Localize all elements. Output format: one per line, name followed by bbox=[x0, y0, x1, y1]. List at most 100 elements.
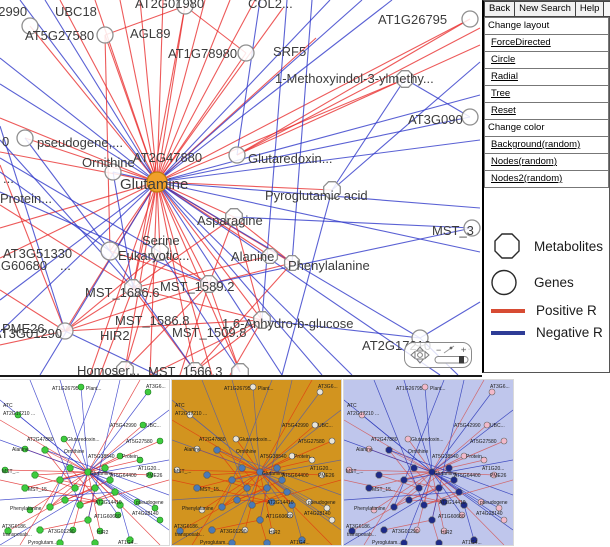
gene-node[interactable] bbox=[421, 383, 429, 391]
gene-node[interactable] bbox=[186, 411, 194, 419]
metabolite-node[interactable] bbox=[233, 496, 241, 504]
metabolite-node[interactable] bbox=[126, 536, 134, 544]
gene-node[interactable] bbox=[232, 435, 240, 443]
metabolite-node[interactable] bbox=[298, 536, 306, 544]
metabolite-node[interactable] bbox=[428, 516, 436, 524]
metabolite-node[interactable] bbox=[238, 464, 246, 472]
gene-node[interactable] bbox=[77, 383, 85, 391]
pan-right-arrow-icon[interactable] bbox=[424, 350, 430, 360]
metabolite-node[interactable] bbox=[231, 363, 249, 377]
gene-node[interactable] bbox=[249, 383, 257, 391]
color-background-random-link[interactable]: Background(random) bbox=[484, 136, 609, 154]
gene-node[interactable] bbox=[241, 526, 249, 534]
gene-node[interactable] bbox=[173, 466, 181, 474]
metabolite-node[interactable] bbox=[450, 476, 458, 484]
metabolite-node[interactable] bbox=[228, 476, 236, 484]
metabolite-node[interactable] bbox=[218, 503, 226, 511]
gene-node[interactable] bbox=[56, 322, 74, 340]
metabolite-node[interactable] bbox=[186, 362, 204, 377]
gene-node[interactable] bbox=[286, 511, 294, 519]
metabolite-node[interactable] bbox=[385, 446, 393, 454]
metabolite-node[interactable] bbox=[390, 503, 398, 511]
pan-down-arrow-icon[interactable] bbox=[415, 358, 425, 364]
metabolite-node[interactable] bbox=[400, 539, 408, 545]
gene-node[interactable] bbox=[100, 241, 120, 261]
metabolite-node[interactable] bbox=[4, 527, 12, 535]
metabolite-node[interactable] bbox=[116, 361, 134, 377]
metabolite-node[interactable] bbox=[46, 503, 54, 511]
metabolite-node[interactable] bbox=[91, 539, 99, 545]
metabolite-node[interactable] bbox=[151, 243, 169, 261]
color-nodes2-random-link[interactable]: Nodes2(random) bbox=[484, 170, 609, 188]
metabolite-node[interactable] bbox=[283, 488, 291, 496]
gene-node[interactable] bbox=[228, 146, 246, 164]
gene-node[interactable] bbox=[323, 504, 331, 512]
gene-node[interactable] bbox=[16, 129, 34, 147]
pan-center-icon[interactable] bbox=[417, 352, 423, 358]
metabolite-node[interactable] bbox=[228, 539, 236, 545]
metabolite-node[interactable] bbox=[253, 311, 271, 329]
gene-node[interactable] bbox=[490, 471, 498, 479]
gene-node[interactable] bbox=[136, 456, 144, 464]
gene-node[interactable] bbox=[461, 10, 479, 28]
metabolite-node[interactable] bbox=[268, 498, 276, 506]
gene-node[interactable] bbox=[151, 504, 159, 512]
gene-node[interactable] bbox=[1, 466, 9, 474]
metabolite-node[interactable] bbox=[435, 539, 443, 545]
thumbnail-graph[interactable]: AT1G26795 Plant... AT3G6... ATC AT2G17210 ..… bbox=[0, 380, 169, 545]
metabolite-node[interactable] bbox=[348, 527, 356, 535]
gene-node[interactable] bbox=[495, 504, 503, 512]
zoom-in-button[interactable]: + bbox=[461, 345, 466, 355]
gene-node[interactable] bbox=[21, 445, 29, 453]
network-canvas[interactable]: AT2G01980 COL2... AT5G42990 UBC18 AT5G27580 A… bbox=[0, 0, 482, 377]
metabolite-node[interactable] bbox=[263, 539, 271, 545]
metabolite-node[interactable] bbox=[66, 464, 74, 472]
metabolite-node[interactable] bbox=[124, 279, 142, 297]
new-search-button[interactable]: New Search bbox=[514, 1, 576, 17]
gene-node[interactable] bbox=[96, 527, 104, 535]
metabolite-node[interactable] bbox=[101, 464, 109, 472]
gene-node[interactable] bbox=[146, 471, 154, 479]
pan-up-arrow-icon[interactable] bbox=[415, 346, 425, 352]
thumbnail-graph[interactable]: AT1G26795 Plant... AT3G6... ATC AT2G17210 ..… bbox=[344, 380, 513, 545]
metabolite-node[interactable] bbox=[248, 501, 256, 509]
metabolite-node[interactable] bbox=[76, 501, 84, 509]
layout-forcedirected-link[interactable]: ForceDirected bbox=[484, 34, 609, 52]
gene-node[interactable] bbox=[69, 526, 77, 534]
metabolite-node[interactable] bbox=[36, 526, 44, 534]
highlighted-node-glutamine[interactable] bbox=[146, 171, 168, 193]
gene-node[interactable] bbox=[461, 108, 479, 126]
metabolite-node[interactable] bbox=[225, 208, 243, 226]
gene-node[interactable] bbox=[500, 437, 508, 445]
network-graph[interactable]: AT2G01980 COL2... AT5G42990 UBC18 AT5G27580 A… bbox=[0, 0, 482, 377]
metabolite-node[interactable] bbox=[365, 484, 373, 492]
thumbnail-color-scheme-1[interactable]: AT1G26795 Plant... AT3G6... ATC AT2G17210 ..… bbox=[0, 379, 170, 546]
metabolite-node[interactable] bbox=[455, 488, 463, 496]
gene-node[interactable] bbox=[480, 456, 488, 464]
metabolite-node[interactable] bbox=[31, 471, 39, 479]
metabolite-node[interactable] bbox=[263, 484, 271, 492]
layout-radial-link[interactable]: Radial bbox=[484, 68, 609, 86]
metabolite-node[interactable] bbox=[256, 516, 264, 524]
gene-node[interactable] bbox=[483, 421, 491, 429]
metabolite-node[interactable] bbox=[410, 464, 418, 472]
gene-node[interactable] bbox=[316, 388, 324, 396]
gene-node[interactable] bbox=[440, 527, 448, 535]
metabolite-node[interactable] bbox=[380, 526, 388, 534]
metabolite-node[interactable] bbox=[203, 471, 211, 479]
gene-node[interactable] bbox=[176, 0, 194, 15]
gene-node[interactable] bbox=[60, 435, 68, 443]
gene-node[interactable] bbox=[460, 452, 468, 460]
gene-node[interactable] bbox=[500, 516, 508, 524]
gene-node[interactable] bbox=[328, 516, 336, 524]
metabolite-node[interactable] bbox=[71, 484, 79, 492]
gene-node[interactable] bbox=[21, 17, 39, 35]
gene-node[interactable] bbox=[237, 44, 255, 62]
gene-node[interactable] bbox=[365, 445, 373, 453]
gene-node[interactable] bbox=[305, 498, 313, 506]
color-nodes-random-link[interactable]: Nodes(random) bbox=[484, 153, 609, 171]
layout-reset-link[interactable]: Reset bbox=[484, 102, 609, 120]
metabolite-node[interactable] bbox=[213, 446, 221, 454]
metabolite-node[interactable] bbox=[193, 484, 201, 492]
gene-node[interactable] bbox=[26, 506, 34, 514]
